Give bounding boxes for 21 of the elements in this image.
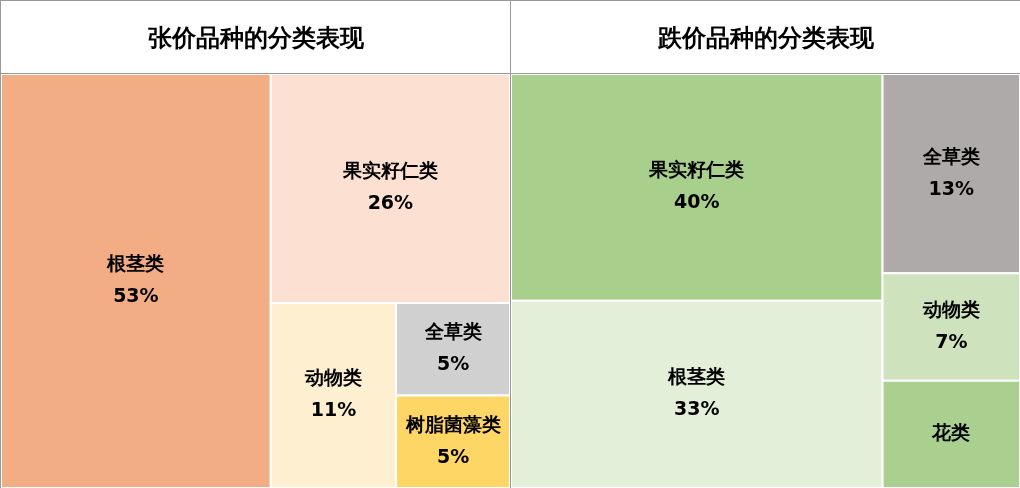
category-label: 花类 [931, 421, 971, 444]
data-label: 33% [674, 397, 720, 420]
data-label: 11% [310, 398, 357, 421]
data-label: 13% [928, 176, 975, 199]
data-label: 40% [674, 190, 720, 213]
data-label: 26% [367, 191, 414, 214]
category-label: 果实籽仁类 [341, 159, 438, 182]
category-label: 果实籽仁类 [648, 158, 745, 181]
category-label: 根茎类 [106, 251, 165, 274]
category-label: 动物类 [921, 297, 980, 320]
category-label: 树脂菌藻类 [404, 412, 501, 435]
data-label: 5% [436, 352, 470, 375]
category-label: 全草类 [423, 320, 482, 343]
text: 张价品种的分类表现 [1, 0, 510, 74]
data-label: 53% [113, 283, 159, 306]
data-label: 5% [436, 444, 470, 467]
category-label: 动物类 [303, 366, 362, 389]
data-label: 7% [935, 329, 968, 352]
category-label: 全草类 [921, 144, 980, 167]
category-label: 根茎类 [667, 365, 726, 388]
text: 跌价品种的分类表现 [511, 0, 1020, 74]
